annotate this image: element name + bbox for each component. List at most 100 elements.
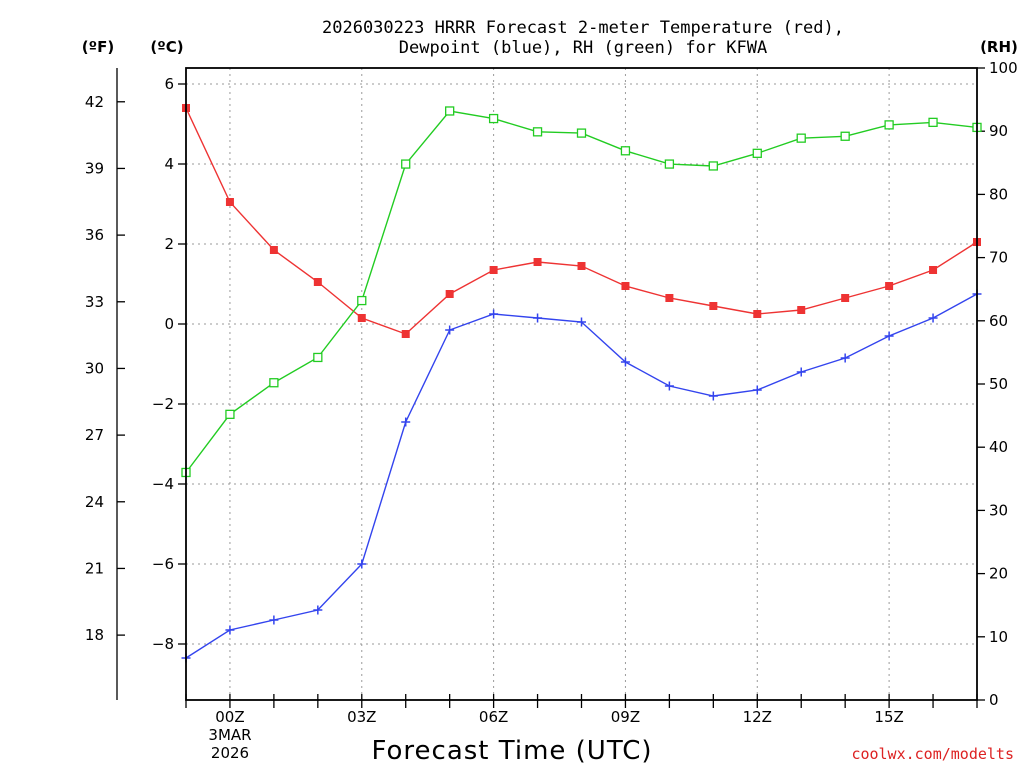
celsius-tick-label: 6: [164, 75, 174, 93]
fahrenheit-tick-label: 18: [85, 626, 104, 644]
rh-tick-label: 20: [989, 565, 1008, 583]
rh-tick-label: 40: [989, 438, 1008, 456]
dewpoint-point: [796, 367, 806, 377]
rh-tick-label: 80: [989, 185, 1008, 203]
rh-point: [840, 131, 850, 141]
rh-line: [185, 110, 978, 473]
rh-point: [313, 352, 323, 363]
dewpoint-point: [708, 391, 718, 401]
time-tick-label: 00Z: [215, 708, 244, 726]
time-tick-label: 09Z: [611, 708, 640, 726]
time-tick-label: 06Z: [479, 708, 508, 726]
rh-tick-label: 10: [989, 628, 1008, 646]
temperature-point: [929, 266, 938, 274]
dewpoint-series: [181, 289, 982, 663]
temperature-point: [841, 294, 850, 302]
rh-tick-label: 60: [989, 312, 1008, 330]
title-block: 2026030223 HRRR Forecast 2-meter Tempera…: [322, 18, 844, 58]
celsius-unit-label: (ºC): [150, 38, 183, 56]
temperature-point: [401, 330, 410, 338]
dewpoint-point: [664, 381, 674, 391]
dewpoint-point: [225, 625, 235, 635]
dewpoint-point: [884, 331, 894, 341]
fahrenheit-unit-label: (ºF): [82, 38, 114, 56]
temperature-point: [313, 278, 322, 286]
temperature-point: [621, 282, 630, 290]
fahrenheit-tick-label: 21: [85, 559, 104, 577]
rh-point: [225, 409, 235, 419]
rh-point: [445, 106, 455, 116]
dewpoint-point: [401, 417, 411, 427]
rh-point: [401, 159, 411, 169]
temperature-point: [797, 306, 806, 314]
rh-unit-label: (RH): [980, 38, 1018, 56]
celsius-tick-label: 2: [164, 235, 174, 253]
temperature-point: [489, 266, 498, 274]
celsius-tick-label: 0: [164, 315, 174, 333]
fahrenheit-axis: 42 39 36 33 30 27 24 21 18: [85, 93, 125, 644]
rh-point: [488, 113, 499, 124]
temperature-point: [885, 282, 894, 290]
rh-point: [576, 128, 587, 138]
rh-point: [928, 117, 938, 128]
dewpoint-point: [533, 313, 543, 323]
temperature-point: [357, 314, 366, 322]
dewpoint-point: [269, 615, 279, 625]
temperature-point: [753, 310, 762, 318]
fahrenheit-tick-label: 30: [85, 359, 104, 377]
temperature-point: [709, 302, 718, 310]
temperature-point: [225, 198, 234, 206]
grid-lines: [186, 68, 977, 700]
rh-tick-label: 90: [989, 122, 1008, 140]
temperature-series: [182, 104, 981, 338]
celsius-axis: 6 4 2 0 −2 −4 −6 −8: [152, 75, 186, 653]
rh-point: [664, 159, 675, 169]
temperature-point: [445, 290, 454, 298]
dewpoint-point: [489, 309, 499, 319]
rh-tick-label: 0: [989, 691, 999, 709]
date-label-year: 2026: [211, 744, 249, 762]
celsius-tick-label: −8: [152, 635, 174, 653]
dewpoint-point: [357, 559, 367, 569]
chart-title-line1: 2026030223 HRRR Forecast 2-meter Tempera…: [322, 18, 844, 38]
dewpoint-point: [928, 313, 938, 323]
plot-frame: [185, 67, 978, 701]
fahrenheit-tick-label: 24: [85, 493, 104, 511]
x-axis-title: Forecast Time (UTC): [371, 736, 652, 766]
time-tick-label: 12Z: [743, 708, 772, 726]
dewpoint-point: [840, 353, 850, 363]
chart-title-line2: Dewpoint (blue), RH (green) for KFWA: [399, 38, 767, 58]
dewpoint-point: [313, 605, 323, 615]
dewpoint-point: [445, 325, 455, 335]
rh-series: [181, 106, 982, 478]
temperature-point: [665, 294, 674, 302]
rh-point: [884, 120, 894, 130]
celsius-tick-label: −2: [152, 395, 174, 413]
temperature-line: [185, 107, 978, 335]
dewpoint-point: [620, 357, 630, 367]
time-axis: 00Z 03Z 06Z 09Z 12Z 15Z: [185, 694, 978, 726]
celsius-tick-label: 4: [164, 155, 174, 173]
rh-point: [620, 146, 631, 156]
fahrenheit-tick-label: 27: [85, 426, 104, 444]
rh-point: [269, 378, 279, 388]
time-tick-label: 15Z: [874, 708, 903, 726]
rh-tick-label: 30: [989, 501, 1008, 519]
temperature-point: [577, 262, 586, 270]
fahrenheit-tick-label: 39: [85, 159, 104, 177]
time-tick-label: 03Z: [347, 708, 376, 726]
celsius-tick-label: −6: [152, 555, 174, 573]
temperature-point: [269, 246, 278, 254]
rh-point: [796, 133, 806, 143]
rh-point: [708, 161, 718, 171]
rh-tick-label: 70: [989, 249, 1008, 267]
rh-tick-label: 100: [989, 59, 1018, 77]
rh-tick-label: 50: [989, 375, 1008, 393]
rh-point: [532, 127, 543, 137]
celsius-tick-label: −4: [152, 475, 174, 493]
date-label-month: 3MAR: [208, 726, 251, 744]
credit-label: coolwx.com/modelts: [851, 745, 1014, 763]
rh-point: [357, 295, 367, 306]
